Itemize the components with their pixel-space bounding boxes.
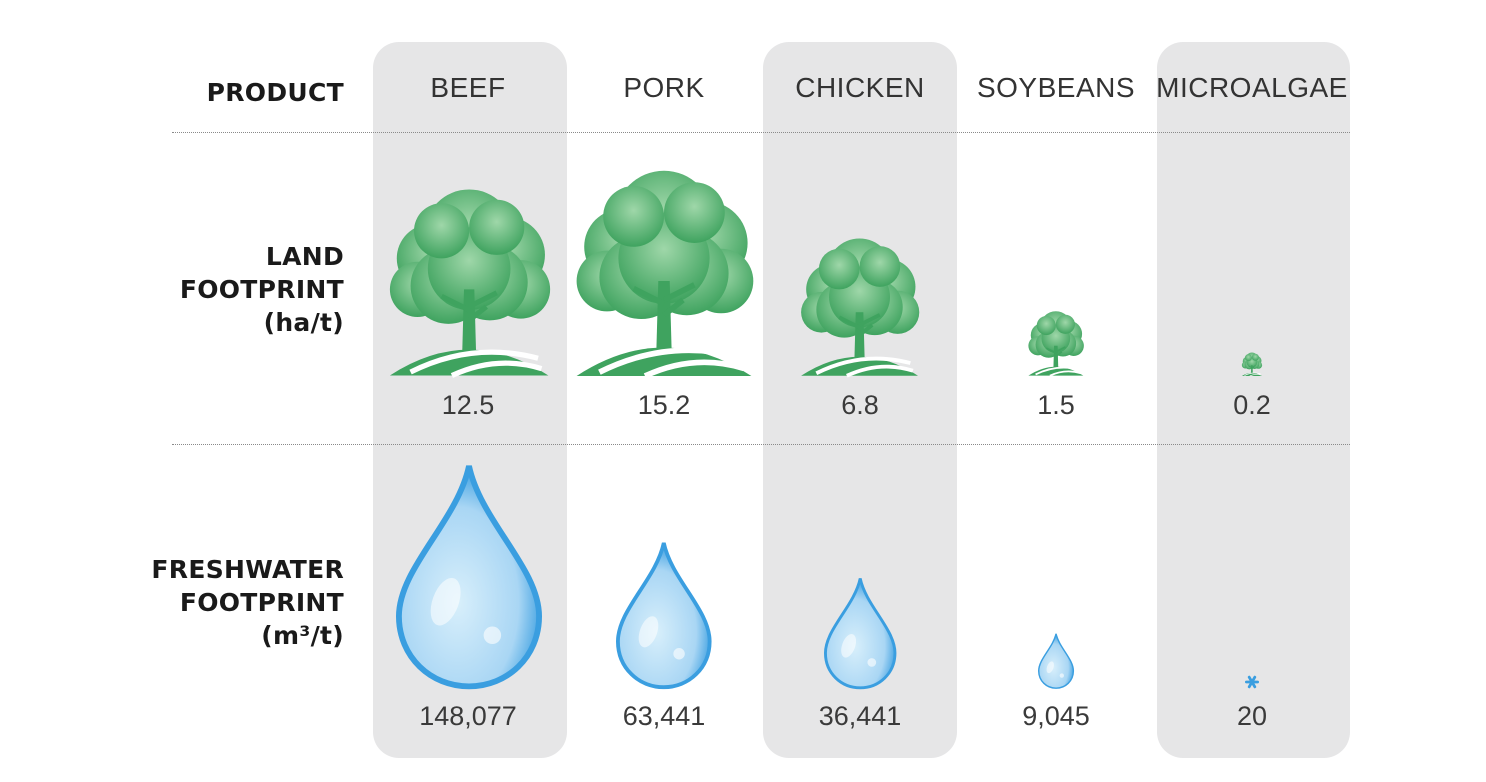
row-label-water: FRESHWATER FOOTPRINT (m³/t) xyxy=(151,553,344,652)
tree-icon-soybeans xyxy=(1028,311,1085,377)
row-label-product: PRODUCT xyxy=(207,76,344,109)
water-drop-icon-microalgae xyxy=(1245,675,1259,689)
product-name-chicken: CHICKEN xyxy=(795,72,925,103)
water-drop-icon-chicken xyxy=(823,577,897,689)
divider-land xyxy=(172,444,1350,445)
water-value-beef: 148,077 xyxy=(419,701,517,731)
land-value-pork: 15.2 xyxy=(637,390,691,420)
tree-icon-microalgae xyxy=(1241,352,1263,377)
column-shade-microalgae xyxy=(1157,42,1350,758)
water-label-line-1: FRESHWATER xyxy=(151,555,344,584)
water-value-microalgae: 20 xyxy=(1236,701,1268,731)
product-name-pork: PORK xyxy=(623,72,705,103)
water-label-line-3: (m³/t) xyxy=(261,621,344,650)
tree-icon-pork xyxy=(576,170,754,379)
divider-header xyxy=(172,132,1350,133)
tree-icon-beef xyxy=(389,189,550,379)
product-name-microalgae: MICROALGAE xyxy=(1156,72,1348,103)
water-drop-icon-soybeans xyxy=(1037,633,1075,689)
land-value-beef: 12.5 xyxy=(441,390,495,420)
land-value-soybeans: 1.5 xyxy=(1037,390,1075,420)
product-name-beef: BEEF xyxy=(430,72,506,103)
tree-icon-chicken xyxy=(801,238,920,378)
water-value-pork: 63,441 xyxy=(622,701,706,731)
water-drop-icon-beef xyxy=(396,465,542,689)
row-label-land: LAND FOOTPRINT (ha/t) xyxy=(180,240,344,339)
land-label-line-1: LAND xyxy=(265,242,344,271)
water-value-chicken: 36,441 xyxy=(818,701,902,731)
land-value-microalgae: 0.2 xyxy=(1233,390,1271,420)
product-header: PRODUCT xyxy=(206,78,344,107)
water-drop-icon-pork xyxy=(616,542,712,689)
product-name-soybeans: SOYBEANS xyxy=(976,72,1136,103)
water-value-soybeans: 9,045 xyxy=(1022,701,1090,731)
land-label-line-2: FOOTPRINT xyxy=(179,275,344,304)
land-value-chicken: 6.8 xyxy=(841,390,879,420)
water-label-line-2: FOOTPRINT xyxy=(179,588,344,617)
land-label-line-3: (ha/t) xyxy=(263,308,344,337)
